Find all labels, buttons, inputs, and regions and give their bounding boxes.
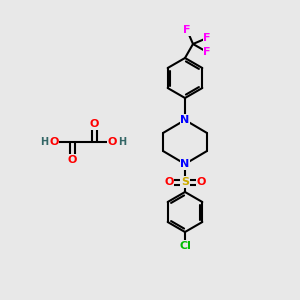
Text: H: H: [40, 137, 48, 147]
Text: Cl: Cl: [179, 241, 191, 251]
Text: O: O: [164, 177, 174, 187]
Text: O: O: [107, 137, 117, 147]
Text: N: N: [180, 159, 190, 169]
Text: N: N: [180, 115, 190, 125]
Text: H: H: [118, 137, 126, 147]
Text: F: F: [183, 25, 191, 35]
Text: F: F: [203, 47, 211, 57]
Text: S: S: [181, 177, 189, 187]
Text: F: F: [203, 33, 211, 43]
Text: O: O: [67, 155, 77, 165]
Text: O: O: [49, 137, 59, 147]
Text: O: O: [196, 177, 206, 187]
Text: O: O: [89, 119, 99, 129]
